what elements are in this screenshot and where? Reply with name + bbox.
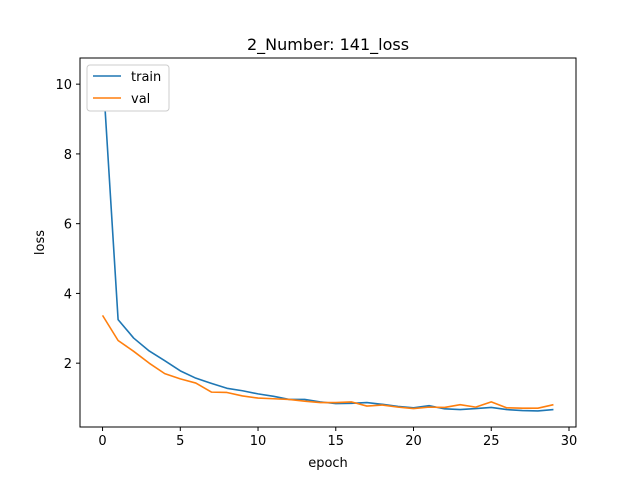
y-axis-label: loss <box>33 230 48 255</box>
series-line-val <box>101 314 554 410</box>
y-tick-label: 4 <box>64 287 72 302</box>
x-tick-label: 25 <box>483 434 500 449</box>
chart-title: 2_Number: 141_loss <box>247 35 409 55</box>
x-tick-label: 15 <box>328 434 345 449</box>
legend-label-val: val <box>131 92 150 107</box>
x-axis-label: epoch <box>308 456 348 471</box>
x-tick-label: 30 <box>561 434 578 449</box>
y-tick-label: 8 <box>64 148 72 163</box>
x-tick-label: 10 <box>250 434 267 449</box>
plot-area-frame <box>79 57 577 428</box>
x-tick-label: 0 <box>98 434 106 449</box>
x-tick-label: 20 <box>405 434 422 449</box>
y-tick-label: 10 <box>55 78 72 93</box>
legend-label-train: train <box>131 70 161 85</box>
y-tick-label: 2 <box>64 357 72 372</box>
series-line-train <box>101 68 554 412</box>
y-tick-label: 6 <box>64 218 72 233</box>
x-tick-label: 5 <box>176 434 184 449</box>
legend: train val <box>86 64 170 112</box>
